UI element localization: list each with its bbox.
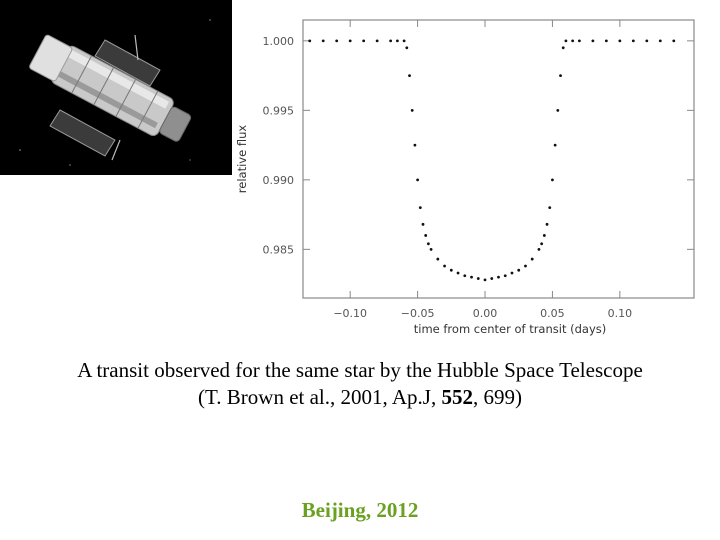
data-point (530, 257, 534, 261)
xtick-labels: −0.10 −0.05 0.00 0.05 0.10 (333, 307, 632, 320)
data-point (483, 278, 487, 282)
data-point (449, 268, 453, 272)
data-point (490, 277, 494, 280)
data-point (476, 277, 480, 280)
plot-frame (302, 19, 695, 299)
y-tick-label: 1.000 (263, 35, 295, 48)
data-point (503, 274, 507, 278)
data-point (308, 39, 312, 43)
data-point (537, 247, 541, 251)
data-point (470, 275, 473, 279)
data-point (402, 39, 406, 43)
data-point (564, 39, 568, 43)
data-point (645, 39, 649, 43)
telescope-body (29, 34, 192, 142)
data-point (436, 257, 440, 261)
data-point (559, 74, 562, 77)
data-point (553, 143, 557, 147)
ytick-labels: 1.000 0.995 0.990 0.985 (263, 35, 295, 257)
data-point (429, 247, 433, 251)
caption-citation-prefix: (T. Brown et al., 2001, Ap.J, (198, 385, 442, 409)
antenna (111, 34, 139, 161)
data-point (542, 234, 546, 237)
data-point (548, 206, 552, 210)
data-point (348, 39, 352, 43)
tick-marks (303, 20, 694, 298)
data-point (456, 271, 460, 275)
data-point (571, 39, 575, 43)
data-point (631, 39, 635, 43)
data-point (413, 143, 417, 147)
data-point (418, 206, 422, 210)
data-point (545, 222, 549, 226)
data-point (426, 242, 430, 246)
x-axis-label: time from center of transit (days) (414, 322, 607, 336)
caption-citation-volume: 552 (441, 385, 473, 409)
data-point (672, 39, 676, 43)
data-point (410, 108, 414, 112)
data-point (362, 39, 366, 43)
data-point (335, 39, 339, 43)
data-point (604, 39, 608, 43)
data-point (375, 39, 379, 43)
data-point (389, 39, 393, 43)
y-tick-label: 0.990 (263, 174, 295, 187)
data-point (405, 46, 409, 50)
data-point (510, 271, 514, 275)
data-point (424, 234, 428, 237)
data-point (540, 242, 544, 246)
caption-citation-suffix: , 699) (472, 385, 522, 409)
data-point (561, 46, 565, 50)
solar-panels (49, 39, 161, 157)
footer-location-year: Beijing, 2012 (301, 498, 419, 522)
data-point (408, 74, 411, 77)
x-tick-label: 0.10 (608, 307, 633, 320)
caption-line-1: A transit observed for the same star by … (77, 358, 643, 382)
data-point (321, 39, 325, 43)
data-point (421, 222, 425, 226)
data-point (556, 108, 560, 112)
data-point (517, 268, 521, 272)
data-point (551, 178, 554, 182)
stars (19, 19, 211, 166)
data-point (618, 39, 622, 43)
x-tick-label: 0.00 (473, 307, 498, 320)
caption-line-2: (T. Brown et al., 2001, Ap.J, 552, 699) (0, 384, 720, 410)
hubble-telescope-photo (0, 0, 232, 175)
y-tick-label: 0.995 (263, 104, 295, 117)
data-point (443, 264, 446, 268)
data-point (395, 39, 399, 43)
data-point (416, 178, 420, 182)
data-points (308, 39, 676, 282)
data-point (591, 39, 595, 43)
data-point (658, 39, 662, 43)
data-point (524, 264, 527, 268)
x-tick-label: −0.05 (401, 307, 435, 320)
x-tick-label: 0.05 (540, 307, 565, 320)
y-tick-label: 0.985 (263, 243, 295, 256)
data-point (497, 275, 500, 279)
transit-light-curve-chart: 1.000 0.995 0.990 0.985 −0.10 −0.05 0.00 0.05 0… (235, 19, 695, 336)
data-point (463, 274, 467, 278)
x-tick-label: −0.10 (333, 307, 367, 320)
data-point (577, 39, 581, 43)
y-axis-label: relative flux (235, 125, 249, 194)
